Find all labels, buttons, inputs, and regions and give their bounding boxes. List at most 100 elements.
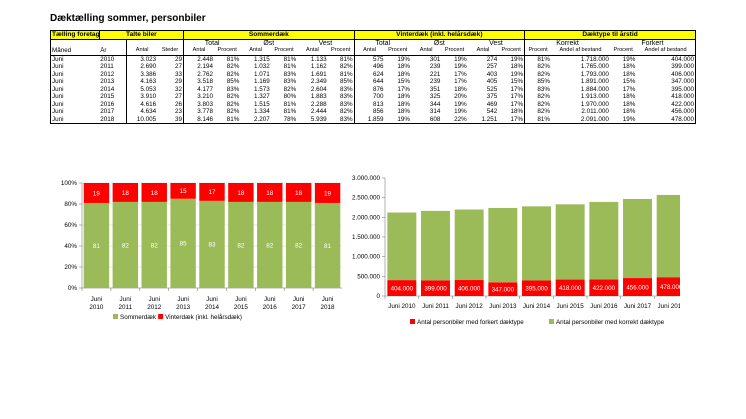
table-cell: 39 (157, 115, 185, 124)
table-cell: 4.177 (197, 85, 213, 93)
bar-segment (656, 277, 680, 296)
table-cell: 82% (537, 63, 551, 70)
table-cell: 1.515 (254, 100, 270, 108)
table-cell: 82% (537, 108, 551, 115)
table-cell: 1.133 (310, 55, 327, 63)
bar-segment (555, 279, 585, 296)
header-cell: Antal (410, 47, 442, 56)
table-cell: 1.884.000 (580, 85, 609, 93)
header-cell: Antal (126, 47, 158, 56)
data-label: 18 (295, 190, 303, 197)
table-cell: 2.690 (140, 63, 157, 70)
table-cell: 1.315 (254, 55, 270, 63)
table-row: Juni 2015 3.910 27 3.210 82% 1.327 80% 1.883 83% 7… (50, 93, 697, 101)
header-cell: Korrekt (524, 38, 610, 47)
x-tick-label: 2012 (147, 304, 162, 311)
x-tick-label: Juni 2014 (523, 303, 551, 310)
table-cell: 2016 (99, 100, 128, 108)
table-cell: 404.000 (636, 55, 697, 63)
bar-segment (555, 204, 585, 280)
header-cell: År (99, 47, 128, 56)
bar-segment (257, 201, 283, 288)
table-cell: 19% (498, 70, 526, 78)
x-tick-label: Juni 2015 (557, 303, 585, 310)
header-cell (127, 39, 157, 47)
table-row: Juni 2010 3.023 29 2.448 81% 1.315 81% 1.133 81% 5… (50, 55, 697, 63)
table-cell: 478.000 (636, 115, 697, 124)
x-tick-label: Juni (206, 296, 218, 303)
table-cell: 82% (283, 85, 297, 93)
table-cell: 469 (486, 100, 498, 108)
table-cell: 2.207 (240, 115, 271, 124)
x-tick-label: 2018 (321, 304, 336, 311)
table-cell: 496 (373, 63, 384, 70)
table-cell: 2.091.000 (551, 115, 610, 124)
table-cell: 15% (498, 78, 526, 86)
table-cell: 17% (498, 85, 526, 93)
x-tick-label: Juni (120, 296, 132, 303)
table-cell: 19% (622, 55, 636, 63)
table-cell: 17% (454, 78, 467, 85)
table-cell: 19% (454, 63, 467, 70)
table-cell: Juni (50, 93, 100, 101)
bar-segment (421, 280, 450, 296)
table-cell: 82% (226, 108, 240, 115)
header-cell: Procent (213, 47, 241, 56)
data-label: 18 (237, 190, 245, 197)
x-tick-label: 2010 (89, 304, 104, 311)
table-cell: 18% (498, 108, 526, 116)
table-cell: 19% (609, 115, 637, 124)
table-cell: 18% (397, 63, 410, 70)
header-cell: Forkert (609, 38, 696, 47)
table-cell: 1.327 (254, 93, 270, 100)
table-cell: 18% (622, 108, 636, 115)
table-cell: 403 (486, 70, 498, 78)
table-row: Juni 2018 10.005 39 8.146 81% 2.207 78% 5.939 83%… (50, 115, 697, 124)
bar-segment (314, 202, 341, 288)
table-cell: 2011 (99, 63, 128, 71)
table-cell: 26 (157, 100, 185, 108)
header-cell: Andel af bestand (636, 47, 697, 56)
table-cell: 1.718.000 (580, 55, 609, 63)
table-cell: 17% (498, 115, 526, 124)
table-cell: 856 (373, 108, 384, 115)
x-tick-label: Juni (148, 296, 160, 303)
table-row: Juni 2012 3.386 33 2.762 82% 1.071 83% 1.691 81% 6… (50, 70, 697, 78)
data-label: 85 (180, 241, 188, 248)
header-cell: Tælling foretaget (50, 30, 100, 40)
table-cell: 83% (226, 85, 240, 93)
y-tick-label: 20% (64, 264, 77, 271)
table-cell: 19% (454, 100, 467, 108)
table-cell: 81% (537, 55, 551, 63)
table-cell: 83% (283, 70, 297, 78)
table-cell: 18% (454, 85, 467, 93)
table-cell: 1.883 (310, 93, 327, 100)
table-cell: 81% (524, 115, 552, 124)
table-cell: 644 (373, 78, 384, 85)
table-cell: 257 (486, 63, 498, 70)
data-label: 82 (295, 242, 303, 249)
y-tick-label: 0 (376, 293, 380, 300)
header-cell: Procent (384, 47, 411, 56)
table-cell: 17% (397, 85, 410, 93)
table-cell: 876 (373, 85, 384, 93)
table-cell: 18% (622, 63, 636, 70)
data-label: 82 (237, 242, 245, 249)
table-cell: 4.163 (140, 78, 157, 85)
y-tick-label: 2.000.000 (352, 214, 381, 221)
table-cell: 375 (486, 93, 498, 100)
table-cell: 575 (373, 55, 384, 63)
header-cell: Antal (183, 47, 214, 56)
table-cell: 2015 (99, 93, 128, 101)
table-cell: 239 (429, 63, 441, 70)
bar-segment (623, 198, 652, 279)
table-cell: 525 (486, 85, 498, 93)
legend-swatch (548, 319, 554, 324)
table-cell: 81% (213, 115, 241, 124)
x-tick-label: 2011 (119, 304, 133, 311)
table-cell: 18% (498, 63, 526, 71)
table-cell: 608 (410, 115, 442, 124)
table-cell: 83% (283, 78, 297, 85)
bar-segment (387, 280, 417, 296)
bar-segment (141, 201, 167, 288)
